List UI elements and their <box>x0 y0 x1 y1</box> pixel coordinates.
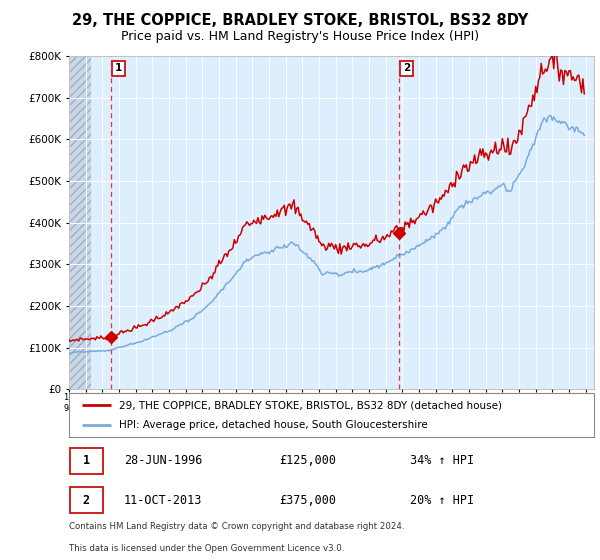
Polygon shape <box>69 56 91 389</box>
FancyBboxPatch shape <box>70 447 103 474</box>
FancyBboxPatch shape <box>69 393 594 437</box>
Text: 2: 2 <box>403 63 410 73</box>
Text: 29, THE COPPICE, BRADLEY STOKE, BRISTOL, BS32 8DY: 29, THE COPPICE, BRADLEY STOKE, BRISTOL,… <box>72 13 528 28</box>
Text: 34% ↑ HPI: 34% ↑ HPI <box>410 454 475 468</box>
Text: £125,000: £125,000 <box>279 454 336 468</box>
Text: 28-JUN-1996: 28-JUN-1996 <box>124 454 203 468</box>
Text: £375,000: £375,000 <box>279 493 336 507</box>
Text: 29, THE COPPICE, BRADLEY STOKE, BRISTOL, BS32 8DY (detached house): 29, THE COPPICE, BRADLEY STOKE, BRISTOL,… <box>119 400 502 410</box>
Text: 2: 2 <box>83 493 90 507</box>
Text: This data is licensed under the Open Government Licence v3.0.: This data is licensed under the Open Gov… <box>69 544 344 553</box>
Text: 1: 1 <box>83 454 90 468</box>
Text: HPI: Average price, detached house, South Gloucestershire: HPI: Average price, detached house, Sout… <box>119 419 428 430</box>
FancyBboxPatch shape <box>70 487 103 514</box>
Text: 20% ↑ HPI: 20% ↑ HPI <box>410 493 475 507</box>
Text: Price paid vs. HM Land Registry's House Price Index (HPI): Price paid vs. HM Land Registry's House … <box>121 30 479 43</box>
Text: Contains HM Land Registry data © Crown copyright and database right 2024.: Contains HM Land Registry data © Crown c… <box>69 522 404 531</box>
Text: 11-OCT-2013: 11-OCT-2013 <box>124 493 203 507</box>
Text: 1: 1 <box>115 63 122 73</box>
